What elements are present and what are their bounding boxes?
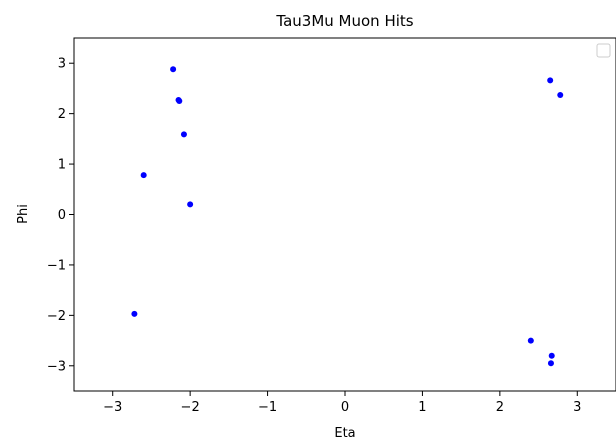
y-tick-label: 1 [58, 158, 66, 173]
data-point [170, 66, 177, 73]
legend-box [596, 43, 611, 58]
data-point [557, 91, 564, 98]
data-points [131, 66, 564, 367]
data-point [180, 131, 187, 138]
plot-area [73, 37, 616, 392]
x-axis: −3 −2 −1 0 1 2 3 [103, 391, 581, 415]
y-tick-label: −2 [47, 309, 66, 324]
x-tick-label: 3 [573, 400, 581, 415]
x-tick-label: 0 [341, 400, 349, 415]
y-tick-label: −1 [47, 258, 66, 273]
data-point [176, 98, 183, 105]
x-tick-label: −2 [181, 400, 200, 415]
data-point [140, 172, 147, 179]
plot-frame [73, 37, 616, 392]
data-point [547, 360, 554, 367]
data-point [527, 337, 534, 344]
y-tick-label: 0 [58, 208, 66, 223]
x-tick-label: −1 [258, 400, 277, 415]
x-tick-label: 2 [496, 400, 504, 415]
y-tick-label: 3 [58, 57, 66, 72]
x-tick-label: −3 [103, 400, 122, 415]
y-tick-label: −3 [47, 359, 66, 374]
y-axis-label: Phi [16, 204, 31, 224]
data-point [131, 310, 138, 317]
data-point [547, 77, 554, 84]
x-axis-label: Eta [334, 426, 355, 441]
y-axis: −3 −2 −1 0 1 2 3 [47, 57, 74, 374]
y-tick-label: 2 [58, 107, 66, 122]
data-point [187, 201, 194, 208]
data-point [548, 352, 555, 359]
x-tick-label: 1 [418, 400, 426, 415]
chart-title: Tau3Mu Muon Hits [275, 12, 413, 30]
